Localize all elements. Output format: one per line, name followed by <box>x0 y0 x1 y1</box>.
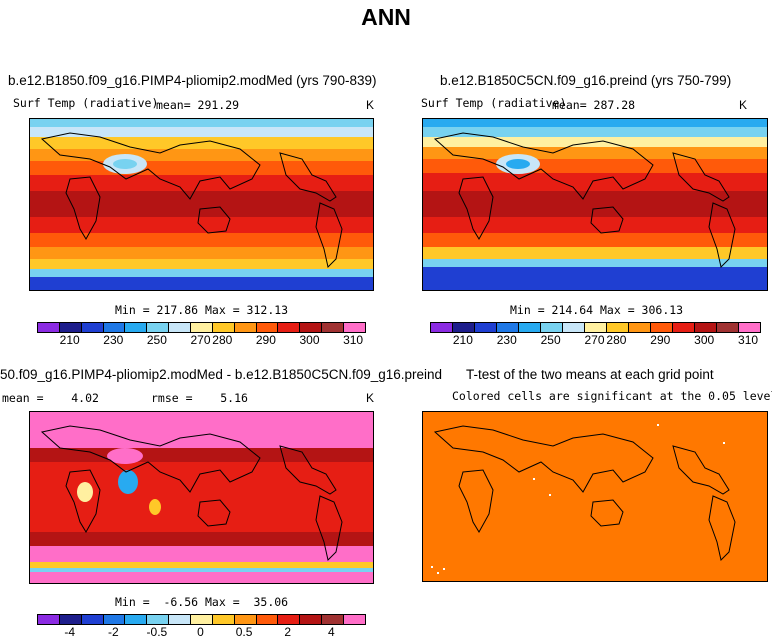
colorbar-tick-label: 280 <box>606 333 627 347</box>
colorbar-tick-label: 280 <box>212 333 233 347</box>
colorbar-swatch <box>300 323 323 332</box>
colorbar-swatch <box>717 323 739 332</box>
colorbar-tick-label: 310 <box>738 333 759 347</box>
colorbar-swatch <box>629 323 651 332</box>
colorbar-tick-label: -2 <box>107 625 119 639</box>
colorbar-swatch <box>541 323 563 332</box>
panel1-variable: Surf Temp (radiative) <box>13 96 159 110</box>
panel2-unit: K <box>739 98 748 112</box>
panel2-variable: Surf Temp (radiative) <box>421 96 567 110</box>
colorbar-swatch <box>38 615 60 624</box>
colorbar-swatch <box>651 323 673 332</box>
colorbar-tick-label: 2 <box>284 625 292 639</box>
colorbar-swatch <box>125 615 148 624</box>
colorbar-tick-label: 0.5 <box>235 625 253 639</box>
colorbar-swatch <box>278 323 301 332</box>
panel3-mean: mean = 4.02 <box>2 391 99 405</box>
colorbar-swatch <box>344 323 365 332</box>
colorbar-swatch <box>191 615 213 624</box>
colorbar-swatch <box>322 323 345 332</box>
colorbar-tick-label: -0.5 <box>146 625 168 639</box>
colorbar-tick-label: 210 <box>452 333 473 347</box>
colorbar-swatch <box>256 323 279 332</box>
colorbar-swatch <box>103 615 126 624</box>
panel2-colorbar <box>430 322 761 333</box>
panel2-minmax: Min = 214.64 Max = 306.13 <box>510 303 684 317</box>
colorbar-swatch <box>431 323 453 332</box>
colorbar-swatch <box>234 323 257 332</box>
colorbar-tick-label: 0 <box>197 625 204 639</box>
colorbar-swatch <box>739 323 760 332</box>
colorbar-swatch <box>695 323 717 332</box>
panel2-title: b.e12.B1850C5CN.f09_g16.preind (yrs 750-… <box>440 73 732 88</box>
colorbar-tick-label: 310 <box>343 333 364 347</box>
panel2-map <box>422 118 768 291</box>
panel3-rmse: rmse = 5.16 <box>151 391 248 405</box>
panel4-subtitle: Colored cells are significant at the 0.0… <box>452 389 772 403</box>
colorbar-tick-label: 270 <box>190 333 211 347</box>
colorbar-swatch <box>191 323 213 332</box>
colorbar-swatch <box>497 323 519 332</box>
colorbar-swatch <box>59 323 82 332</box>
colorbar-swatch <box>169 615 192 624</box>
colorbar-swatch <box>38 323 60 332</box>
panel1-mean: mean= 291.29 <box>156 98 240 112</box>
colorbar-tick-label: 4 <box>327 625 335 639</box>
page-title: ANN <box>361 4 411 30</box>
colorbar-tick-label: 300 <box>694 333 715 347</box>
panel2-colorbar-ticks: 210 230 250 270 280 290 300 310 <box>430 333 759 347</box>
panel3-colorbar <box>37 614 366 625</box>
colorbar-tick-label: -4 <box>64 625 76 639</box>
colorbar-tick-label: 290 <box>650 333 671 347</box>
colorbar-swatch <box>300 615 323 624</box>
colorbar-tick-label: 300 <box>299 333 320 347</box>
colorbar-swatch <box>81 323 104 332</box>
panel3-minmax: Min = -6.56 Max = 35.06 <box>115 595 289 609</box>
colorbar-tick-label: 290 <box>255 333 276 347</box>
colorbar-swatch <box>673 323 695 332</box>
panel1-map <box>29 118 374 291</box>
colorbar-swatch <box>81 615 104 624</box>
colorbar-tick-label: 250 <box>540 333 561 347</box>
panel2-mean: mean= 287.28 <box>552 98 636 112</box>
panel3-colorbar-ticks: -4 -2 -0.5 0 0.5 2 4 <box>37 625 364 639</box>
colorbar-swatch <box>563 323 585 332</box>
colorbar-swatch <box>278 615 301 624</box>
colorbar-swatch <box>519 323 541 332</box>
colorbar-swatch <box>147 615 170 624</box>
colorbar-swatch <box>585 323 607 332</box>
colorbar-swatch <box>147 323 170 332</box>
panel1-title: b.e12.B1850.f09_g16.PIMP4-pliomip2.modMe… <box>8 73 377 88</box>
colorbar-swatch <box>234 615 257 624</box>
colorbar-swatch <box>322 615 345 624</box>
colorbar-swatch <box>103 323 126 332</box>
colorbar-swatch <box>125 323 148 332</box>
colorbar-swatch <box>59 615 82 624</box>
colorbar-swatch <box>453 323 475 332</box>
colorbar-swatch <box>344 615 365 624</box>
panel1-minmax: Min = 217.86 Max = 312.13 <box>115 303 289 317</box>
panel3-title: 50.f09_g16.PIMP4-pliomip2.modMed - b.e12… <box>0 367 466 382</box>
colorbar-tick-label: 230 <box>496 333 517 347</box>
panel1-unit: K <box>366 98 375 112</box>
colorbar-swatch <box>212 323 235 332</box>
colorbar-swatch <box>607 323 629 332</box>
colorbar-swatch <box>475 323 497 332</box>
panel4-title: T-test of the two means at each grid poi… <box>466 367 714 382</box>
panel3-map <box>29 411 374 584</box>
panel3-title-text: 50.f09_g16.PIMP4-pliomip2.modMed - b.e12… <box>0 367 443 382</box>
colorbar-swatch <box>169 323 192 332</box>
colorbar-swatch <box>256 615 279 624</box>
panel1-colorbar <box>37 322 366 333</box>
panel4-map <box>422 411 768 582</box>
colorbar-tick-label: 270 <box>584 333 605 347</box>
colorbar-tick-label: 210 <box>59 333 80 347</box>
colorbar-swatch <box>212 615 235 624</box>
colorbar-tick-label: 230 <box>103 333 124 347</box>
colorbar-tick-label: 250 <box>146 333 167 347</box>
panel3-unit: K <box>366 391 375 405</box>
panel1-colorbar-ticks: 210 230 250 270 280 290 300 310 <box>37 333 364 347</box>
